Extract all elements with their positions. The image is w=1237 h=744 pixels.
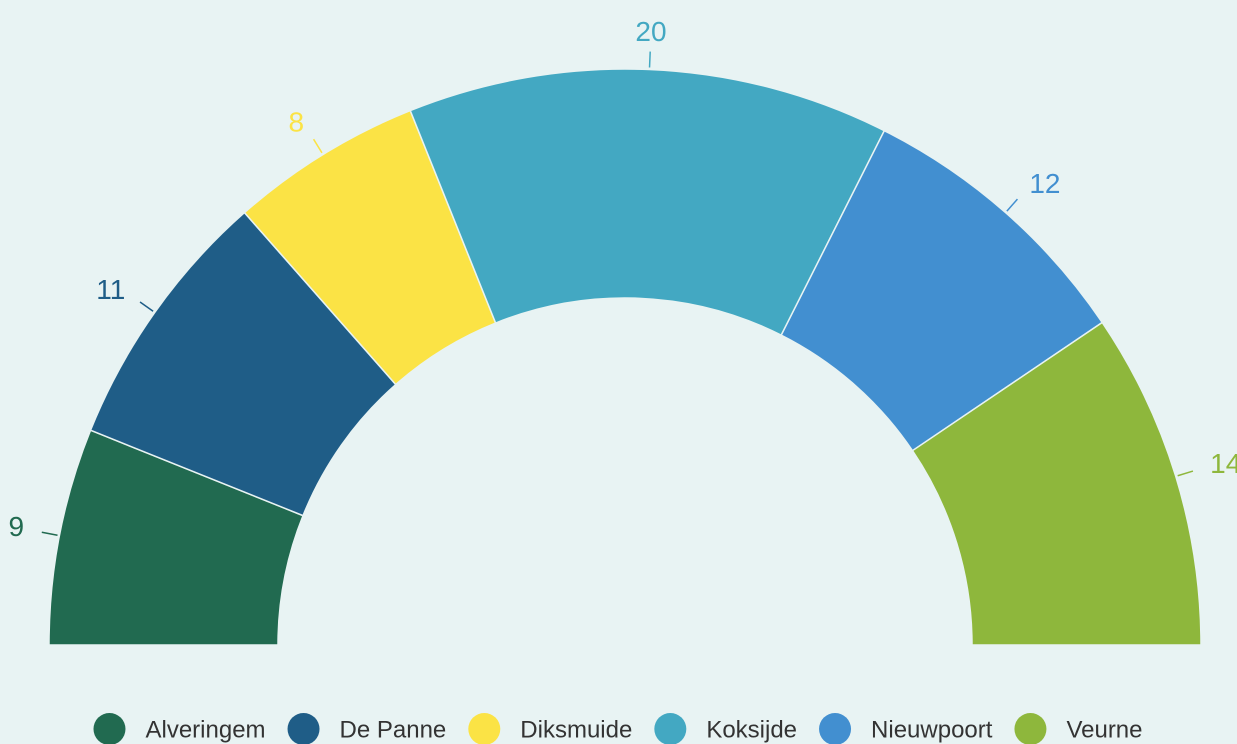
data-label: 14	[1210, 448, 1237, 479]
legend-marker	[287, 713, 320, 744]
data-label: 8	[289, 106, 305, 137]
segment	[409, 68, 886, 337]
legend-marker	[654, 713, 687, 744]
data-label: 9	[9, 511, 25, 542]
legend-label: Koksijde	[706, 716, 797, 743]
legend-marker	[819, 713, 852, 744]
data-label: 12	[1029, 168, 1060, 199]
segment	[911, 321, 1202, 646]
leader-line	[1177, 470, 1194, 477]
data-label: 11	[96, 274, 125, 305]
legend-label: Alveringem	[145, 716, 265, 743]
leader-line	[312, 138, 323, 154]
legend-label: De Panne	[340, 716, 447, 743]
legend-label: Diksmuide	[520, 716, 632, 743]
legend-label: Veurne	[1066, 716, 1142, 743]
leader-line	[139, 301, 154, 312]
legend-marker	[468, 713, 501, 744]
leader-line	[41, 531, 58, 536]
legend-label: Nieuwpoort	[871, 716, 993, 743]
leader-line	[1006, 198, 1019, 212]
legend-marker	[93, 713, 126, 744]
data-label: 20	[635, 16, 666, 47]
legend-marker	[1014, 713, 1047, 744]
leader-line	[648, 51, 651, 68]
